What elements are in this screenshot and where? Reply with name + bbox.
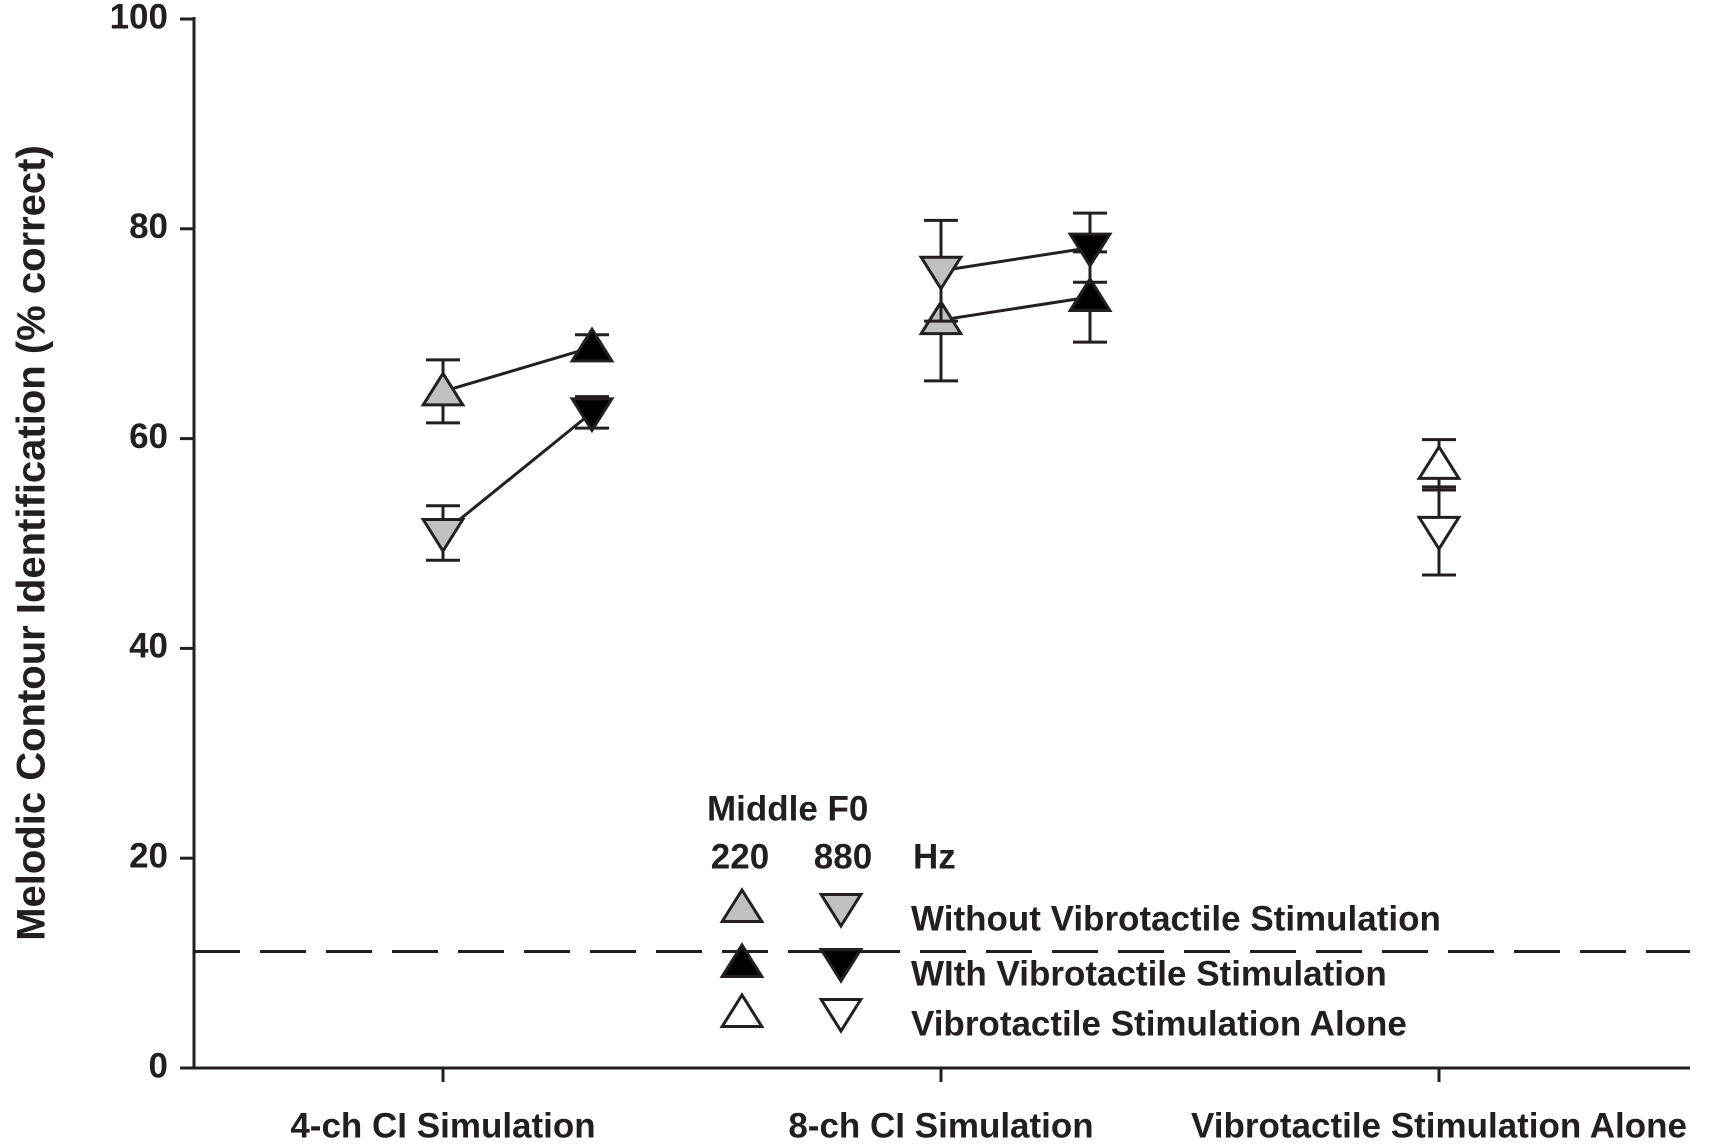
x-tick-label: 8-ch CI Simulation — [788, 1106, 1093, 1145]
legend-label: Vibrotactile Stimulation Alone — [911, 1004, 1407, 1043]
marker — [1416, 515, 1462, 552]
x-tick-label: 4-ch CI Simulation — [290, 1106, 595, 1145]
y-axis-title: Melodic Contour Identification (% correc… — [10, 145, 54, 941]
legend-column: 220 — [711, 837, 769, 876]
connector — [442, 345, 593, 393]
y-tick-label: 60 — [129, 417, 168, 456]
x-tick-label: Vibrotactile Stimulation Alone — [1191, 1106, 1687, 1145]
legend-label: Without Vibrotactile Stimulation — [911, 899, 1441, 938]
marker — [569, 397, 615, 434]
legend-marker — [719, 942, 765, 978]
legend-marker — [719, 887, 765, 923]
connector — [442, 411, 593, 535]
marker — [420, 370, 466, 407]
connector — [940, 246, 1091, 273]
legend-label: WIth Vibrotactile Stimulation — [911, 954, 1387, 993]
connector — [940, 295, 1091, 322]
y-tick-label: 100 — [110, 0, 168, 36]
marker — [420, 518, 466, 554]
marker — [569, 326, 615, 363]
marker — [1416, 444, 1462, 480]
marker — [918, 255, 964, 292]
legend-title: Middle F0 — [707, 789, 868, 828]
legend-column: 880 — [814, 837, 872, 876]
y-tick-label: 0 — [149, 1046, 168, 1085]
y-tick-label: 40 — [129, 627, 168, 666]
y-tick-label: 20 — [129, 836, 168, 875]
legend-column: Hz — [913, 837, 956, 876]
y-tick-label: 80 — [129, 207, 168, 246]
marker — [1067, 276, 1113, 312]
legend-marker — [719, 992, 765, 1028]
legend-marker — [818, 948, 864, 984]
legend-marker — [818, 893, 864, 929]
legend-marker — [818, 998, 864, 1034]
marker — [1067, 232, 1113, 269]
